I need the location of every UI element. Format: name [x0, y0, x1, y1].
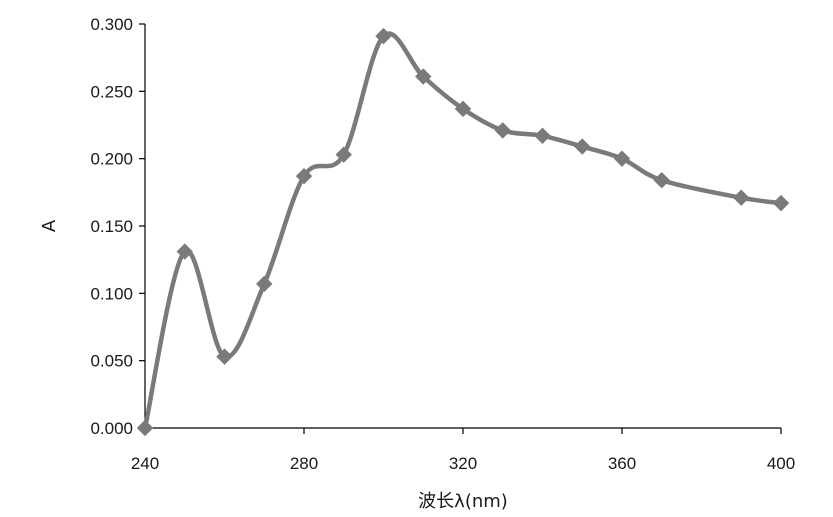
data-point-marker — [454, 100, 472, 118]
data-point-marker — [613, 150, 631, 167]
series-line — [142, 31, 784, 431]
y-tick-label: 0.250 — [90, 82, 133, 101]
x-tick-label: 360 — [608, 454, 636, 473]
x-tick-label: 280 — [290, 454, 318, 473]
y-tick-label: 0.050 — [90, 352, 133, 371]
data-point-marker — [216, 348, 233, 365]
x-tick-label: 320 — [449, 454, 477, 473]
y-tick-label: 0.000 — [90, 419, 133, 438]
data-point-marker — [415, 68, 432, 85]
y-tick-label: 0.300 — [90, 15, 133, 34]
x-tick-label: 240 — [131, 454, 159, 473]
data-point-marker — [335, 146, 352, 163]
data-point-marker — [136, 419, 154, 437]
data-point-marker — [176, 243, 193, 260]
data-point-marker — [534, 127, 551, 144]
y-tick-label: 0.100 — [90, 284, 133, 303]
series-layer — [136, 27, 790, 437]
x-axis-ticks: 240 280 320 360 400 — [131, 428, 795, 473]
data-point-marker — [375, 27, 392, 45]
y-axis-title: A — [39, 219, 60, 232]
data-point-marker — [574, 138, 591, 155]
data-point-marker — [494, 122, 511, 139]
data-point-marker — [256, 275, 273, 293]
data-point-marker — [653, 172, 670, 189]
data-point-marker — [733, 189, 750, 206]
data-point-marker — [295, 167, 313, 185]
data-point-marker — [772, 194, 790, 212]
x-tick-label: 400 — [767, 454, 795, 473]
x-axis-title: 波长λ(nm) — [418, 491, 508, 512]
y-axis-ticks: 0.000 0.050 0.100 0.150 0.200 0.250 0.300 — [90, 15, 145, 438]
y-tick-label: 0.200 — [90, 150, 133, 169]
y-tick-label: 0.150 — [90, 217, 133, 236]
